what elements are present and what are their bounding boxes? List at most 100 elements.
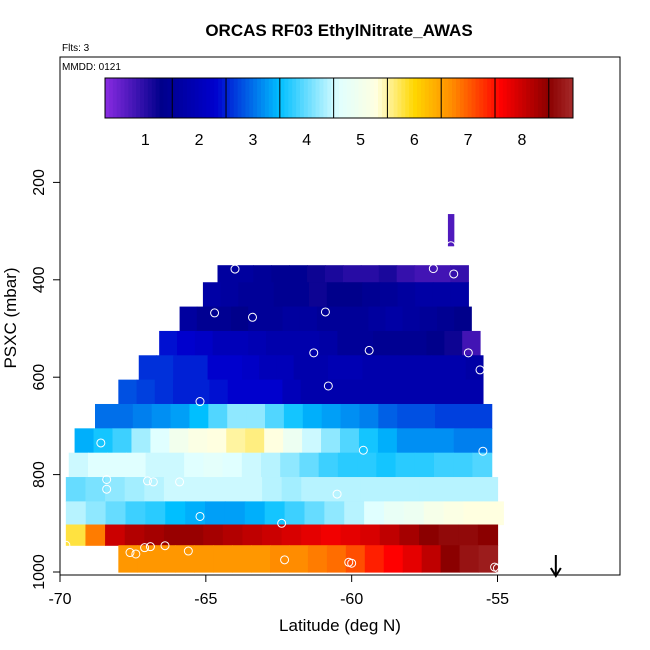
- heatmap-cell: [364, 501, 385, 526]
- heatmap-cell: [253, 265, 272, 283]
- colorbar-tick-label: 4: [302, 132, 311, 149]
- heatmap-cell: [224, 501, 246, 526]
- colorbar-swatch: [222, 78, 227, 118]
- heatmap-cell: [431, 355, 450, 381]
- heatmap-cell: [280, 452, 301, 478]
- heatmap-cell: [299, 306, 318, 332]
- colorbar-swatch: [401, 78, 406, 118]
- heatmap-cell: [212, 330, 232, 356]
- colorbar-swatch: [132, 78, 137, 118]
- colorbar-swatch: [284, 78, 289, 118]
- colorbar-swatch: [171, 78, 176, 118]
- colorbar-swatch: [518, 78, 523, 118]
- heatmap-cell: [309, 282, 328, 308]
- heatmap-cell: [337, 379, 356, 405]
- heatmap-cell: [360, 524, 381, 546]
- colorbar-swatch: [218, 78, 223, 118]
- heatmap-cell: [477, 477, 499, 502]
- colorbar-swatch: [358, 78, 363, 118]
- heatmap-cell: [184, 452, 204, 478]
- sample-marker: [96, 438, 106, 448]
- heatmap-cell: [453, 403, 474, 429]
- y-tick-label: 600: [31, 364, 48, 391]
- heatmap-cell: [242, 524, 263, 546]
- colorbar-swatch: [487, 78, 492, 118]
- heatmap-cell: [373, 379, 393, 405]
- colorbar-swatch: [545, 78, 551, 118]
- colorbar-swatch: [393, 78, 398, 118]
- heatmap-cell: [217, 265, 237, 283]
- heatmap-cell: [283, 428, 303, 454]
- colorbar-swatch: [202, 78, 207, 118]
- heatmap-cell: [144, 477, 165, 502]
- colorbar-swatch: [124, 78, 129, 118]
- heatmap-cell: [281, 524, 302, 546]
- colorbar-swatch: [108, 78, 114, 118]
- colorbar-tick-label: 2: [195, 132, 204, 149]
- colorbar-swatch: [136, 78, 141, 118]
- heatmap-cell: [265, 306, 284, 332]
- heatmap-cell: [399, 524, 420, 546]
- heatmap-cell: [463, 501, 485, 526]
- heatmap-cell: [165, 501, 186, 526]
- heatmap-cell: [124, 477, 145, 502]
- heatmap-cell: [403, 501, 425, 526]
- heatmap-cell: [227, 403, 247, 429]
- colorbar-swatch: [233, 78, 239, 118]
- heatmap-cell: [113, 403, 134, 429]
- heatmap-cell: [209, 379, 229, 405]
- heatmap-cell: [328, 355, 346, 381]
- heatmap-cell: [227, 379, 247, 405]
- heatmap-cell: [125, 501, 146, 526]
- heatmap-cell: [188, 428, 208, 454]
- heatmap-cell: [483, 501, 504, 526]
- x-axis-label: Latitude (deg N): [279, 616, 401, 635]
- colorbar-swatch: [112, 78, 118, 118]
- heatmap-cell: [169, 428, 189, 454]
- heatmap-cell: [145, 452, 166, 478]
- heatmap-cell: [419, 477, 440, 502]
- heatmap-cell: [271, 265, 290, 283]
- heatmap-cell: [264, 428, 284, 454]
- heatmap-cell: [68, 452, 89, 478]
- colorbar-swatch: [194, 78, 200, 118]
- heatmap-cell: [438, 477, 459, 502]
- heatmap-cells: [65, 214, 504, 573]
- heatmap-cell: [453, 428, 474, 454]
- heatmap-cell: [435, 403, 455, 429]
- colorbar-swatch: [350, 78, 356, 118]
- colorbar-swatch: [214, 78, 219, 118]
- heatmap-cell: [300, 379, 320, 405]
- heatmap-cell: [414, 265, 434, 283]
- heatmap-cell: [256, 282, 275, 308]
- sample-marker: [125, 548, 135, 558]
- y-tick-label: 400: [31, 266, 48, 293]
- heatmap-cell: [458, 477, 479, 502]
- heatmap-cell: [320, 524, 342, 546]
- plot-frame: [59, 56, 621, 576]
- colorbar-swatch: [522, 78, 527, 118]
- heatmap-cell: [396, 355, 415, 381]
- heatmap-cell: [415, 428, 436, 454]
- heatmap-cell: [173, 355, 191, 381]
- colorbar-swatch: [526, 78, 531, 118]
- heatmap-cell: [402, 306, 421, 332]
- heatmap-cell: [124, 524, 145, 546]
- colorbar-swatch: [483, 78, 488, 118]
- heatmap-cell: [337, 330, 356, 356]
- heatmap-cell: [213, 545, 233, 573]
- heatmap-cell: [105, 501, 127, 526]
- heatmap-cell: [450, 282, 469, 308]
- colorbar-swatch: [549, 78, 554, 118]
- heatmap-cell: [281, 477, 302, 502]
- heatmap-cell: [179, 306, 198, 332]
- heatmap-cell: [472, 428, 493, 454]
- colorbar-swatch: [151, 78, 157, 118]
- heatmap-cell: [421, 545, 442, 573]
- colorbar-swatch: [413, 78, 418, 118]
- heatmap-cell: [118, 545, 138, 573]
- heatmap-cell: [340, 428, 360, 454]
- heatmap-cell: [384, 501, 405, 526]
- colorbar-tick-label: 5: [356, 132, 365, 149]
